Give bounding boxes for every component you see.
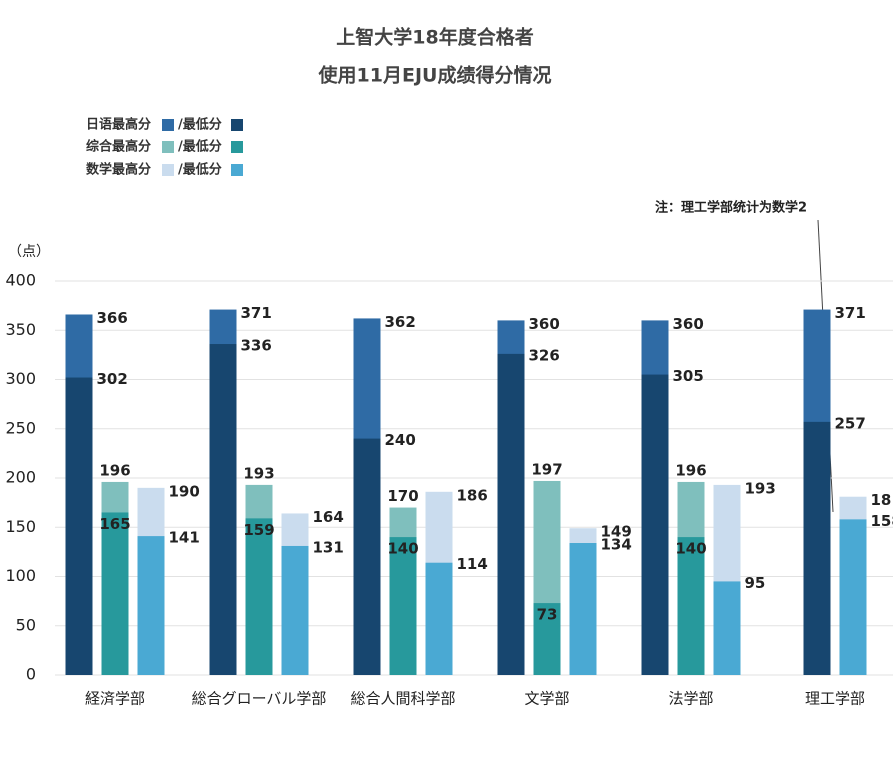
data-label: 196 [675,461,706,479]
data-label: 149 [601,523,632,541]
data-label: 362 [385,313,416,331]
bar-min [281,545,309,675]
bar-min [353,438,381,675]
y-tick-label: 100 [5,566,36,585]
data-label: 164 [313,508,344,526]
y-tick-label: 150 [5,517,36,536]
data-label: 371 [835,304,866,322]
y-tick-label: 250 [5,418,36,437]
legend-label: /最低分 [178,117,222,133]
x-tick-label: 法学部 [668,690,713,708]
bar-min [137,536,165,675]
legend-label: /最低分 [178,139,222,155]
data-label: 159 [243,521,274,539]
data-label: 190 [169,482,200,500]
data-label: 302 [97,370,128,388]
data-label: 165 [99,515,130,533]
legend-swatch [162,164,174,176]
data-label: 140 [675,540,706,558]
legend-swatch [231,164,243,176]
x-tick-label: 総合グローバル学部 [192,690,327,708]
bar-min [101,512,129,675]
bar-min [569,543,597,675]
data-label: 141 [169,529,200,547]
data-label: 326 [529,346,560,364]
legend-swatch [162,119,174,131]
bar-min [497,353,525,675]
bar-min [839,519,867,675]
x-tick-label: 経済学部 [85,690,145,708]
y-tick-label: 50 [16,615,36,634]
legend-swatch [162,141,174,153]
data-label: 240 [385,431,416,449]
data-label: 131 [313,538,344,556]
legend-swatch [231,141,243,153]
x-tick-label: 総合人間科学部 [350,690,455,708]
y-tick-label: 200 [5,468,36,487]
chart-title: 上智大学18年度合格者 [336,26,533,49]
legend-label: 数学最高分 [86,162,151,178]
data-label: 371 [241,304,272,322]
data-label: 140 [387,540,418,558]
legend-swatch [231,119,243,131]
data-label: 197 [531,460,562,478]
data-label: 95 [745,574,766,592]
legend-label: 综合最高分 [86,139,151,155]
bar-min [677,537,705,675]
y-axis-label: （点） [8,244,50,260]
bar-min [389,537,417,675]
bar-min [425,562,453,675]
bar-min [713,581,741,675]
data-label: 257 [835,414,866,432]
data-label: 193 [243,464,274,482]
chart-subtitle: 使用11月EJU成绩得分情况 [318,64,552,87]
annotation: 注：理工学部统计为数学2 [655,200,807,216]
bar-min [65,377,93,675]
bar-min [803,421,831,675]
bar-min [641,374,669,675]
data-label: 336 [241,337,272,355]
legend-label: 日语最高分 [86,117,151,133]
data-label: 134 [601,536,632,554]
data-label: 181 [871,491,893,509]
data-label: 360 [529,315,560,333]
bar-min [533,603,561,675]
x-tick-label: 文学部 [524,690,569,708]
legend-label: /最低分 [178,162,222,178]
data-label: 360 [673,315,704,333]
y-tick-label: 400 [5,271,36,290]
data-label: 114 [457,555,488,573]
data-label: 158 [871,512,893,530]
data-label: 186 [457,486,488,504]
data-label: 170 [387,487,418,505]
bar-min [245,518,273,675]
data-label: 73 [537,606,558,624]
data-label: 196 [99,461,130,479]
bar-min [209,344,237,675]
x-tick-label: 理工学部 [805,690,865,708]
y-tick-label: 0 [26,665,36,684]
data-label: 193 [745,479,776,497]
data-label: 305 [673,367,704,385]
data-label: 366 [97,309,128,327]
y-tick-label: 350 [5,320,36,339]
y-tick-label: 300 [5,369,36,388]
